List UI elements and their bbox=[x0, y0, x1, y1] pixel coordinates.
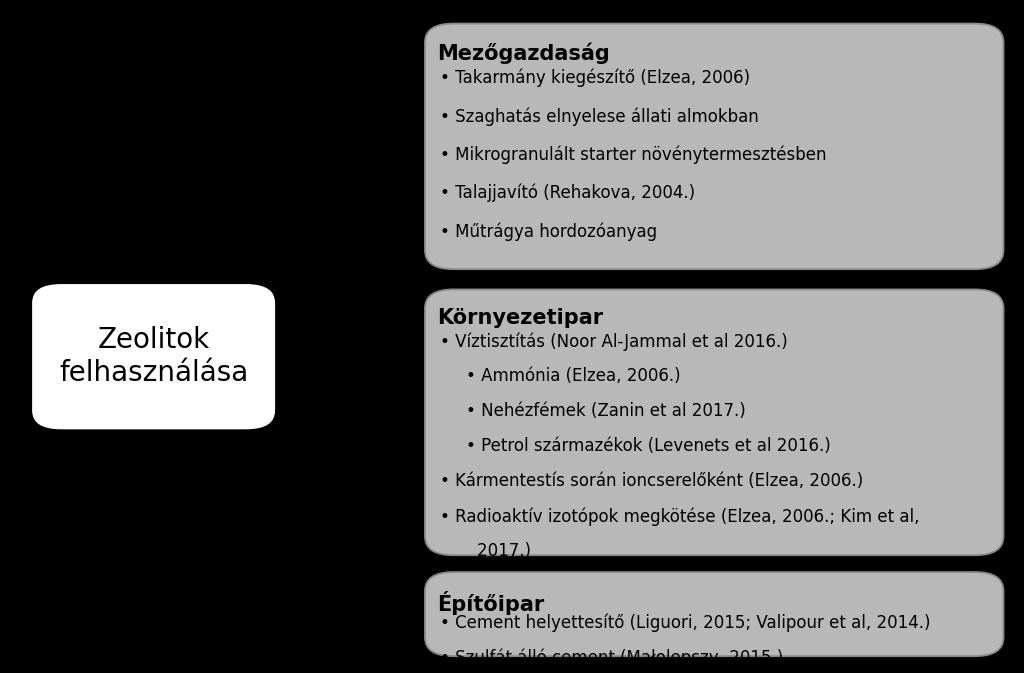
Text: • Cement helyettesítő (Liguori, 2015; Valipour et al, 2014.): • Cement helyettesítő (Liguori, 2015; Va… bbox=[440, 614, 931, 632]
Text: • Nehézfémek (Zanin et al 2017.): • Nehézfémek (Zanin et al 2017.) bbox=[466, 402, 745, 420]
Text: • Mikrogranulált starter növénytermesztésben: • Mikrogranulált starter növénytermeszté… bbox=[440, 145, 826, 164]
Text: Zeolitok
felhasználása: Zeolitok felhasználása bbox=[59, 326, 248, 387]
FancyBboxPatch shape bbox=[425, 289, 1004, 555]
Text: • Radioaktív izotópok megkötése (Elzea, 2006.; Kim et al,: • Radioaktív izotópok megkötése (Elzea, … bbox=[440, 507, 920, 526]
Text: • Műtrágya hordozóanyag: • Műtrágya hordozóanyag bbox=[440, 222, 657, 241]
Text: Mezőgazdaság: Mezőgazdaság bbox=[437, 42, 610, 64]
Text: • Szulfát álló cement (Małolepszy, 2015.): • Szulfát álló cement (Małolepszy, 2015.… bbox=[440, 649, 783, 667]
Text: • Takarmány kiegészítő (Elzea, 2006): • Takarmány kiegészítő (Elzea, 2006) bbox=[440, 69, 751, 87]
FancyBboxPatch shape bbox=[425, 24, 1004, 269]
FancyBboxPatch shape bbox=[425, 572, 1004, 656]
Text: • Petrol származékok (Levenets et al 2016.): • Petrol származékok (Levenets et al 201… bbox=[466, 437, 830, 455]
FancyBboxPatch shape bbox=[31, 283, 276, 431]
Text: 2017.): 2017.) bbox=[456, 542, 530, 560]
Text: • Talajjavító (Rehakova, 2004.): • Talajjavító (Rehakova, 2004.) bbox=[440, 184, 695, 203]
Text: • Ammónia (Elzea, 2006.): • Ammónia (Elzea, 2006.) bbox=[466, 367, 681, 385]
Text: • Szaghatás elnyelese állati almokban: • Szaghatás elnyelese állati almokban bbox=[440, 107, 759, 126]
Text: • Víztisztítás (Noor Al-Jammal et al 2016.): • Víztisztítás (Noor Al-Jammal et al 201… bbox=[440, 332, 788, 351]
Text: • Kármentestís során ioncserelőként (Elzea, 2006.): • Kármentestís során ioncserelőként (Elz… bbox=[440, 472, 863, 490]
Text: Építőipar: Építőipar bbox=[437, 591, 545, 615]
Text: Környezetipar: Környezetipar bbox=[437, 308, 603, 328]
